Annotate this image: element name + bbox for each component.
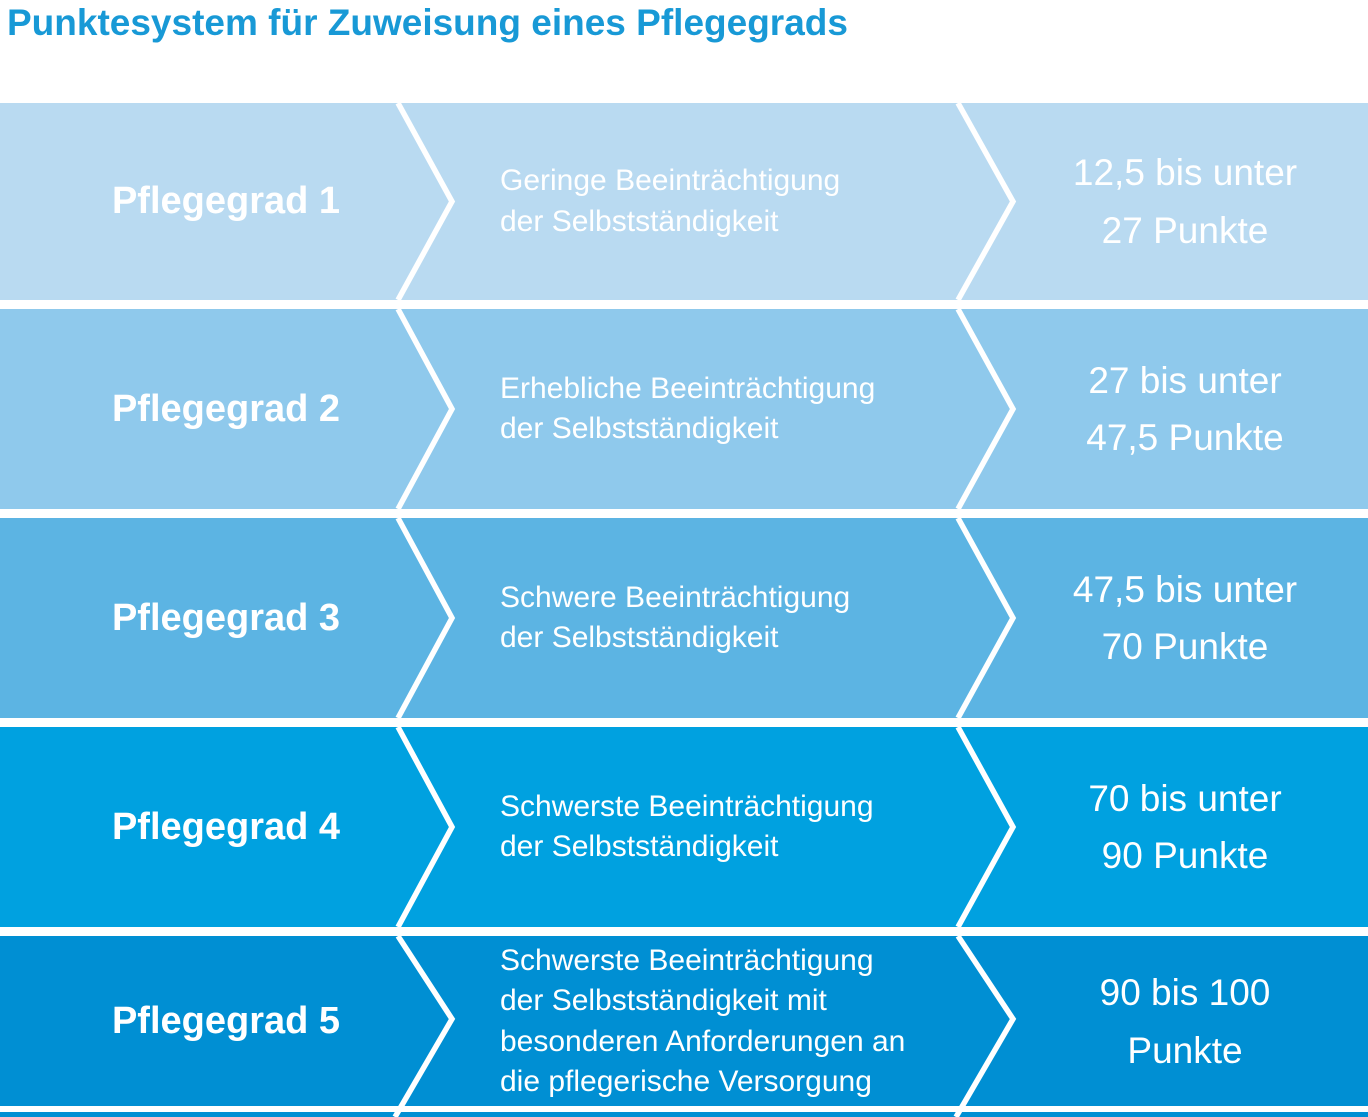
points-column: 70 bis unter 90 Punkte	[1005, 727, 1365, 927]
grade-column: Pflegegrad 4	[0, 727, 452, 927]
points-column: 90 bis 100 Punkte	[1005, 936, 1365, 1117]
description-column: Schwerste Beeinträchtigung der Selbststä…	[500, 936, 970, 1117]
pflegegrad-band-2: Pflegegrad 2 Erhebliche Beeinträchtigung…	[0, 309, 1368, 509]
points-range: 12,5 bis unter 27 Punkte	[1072, 152, 1298, 251]
points-range: 27 bis unter 47,5 Punkte	[1086, 359, 1284, 458]
pflegegrad-band-5: Pflegegrad 5 Schwerste Beeinträchtigung …	[0, 936, 1368, 1117]
grade-column: Pflegegrad 5	[0, 936, 452, 1117]
chevron-divider-icon	[395, 309, 1017, 509]
description-column: Schwerste Beeinträchtigung der Selbststä…	[500, 727, 970, 927]
chevron-divider-icon	[395, 518, 1017, 718]
points-column: 12,5 bis unter 27 Punkte	[1005, 103, 1365, 300]
points-column: 27 bis unter 47,5 Punkte	[1005, 309, 1365, 509]
page-title: Punktesystem für Zuweisung eines Pflegeg…	[7, 2, 848, 43]
points-range: 70 bis unter 90 Punkte	[1088, 777, 1282, 876]
chevron-divider-icon	[395, 727, 1017, 927]
description-column: Schwere Beeinträchtigung der Selbstständ…	[500, 518, 970, 718]
grade-label: Pflegegrad 2	[111, 387, 341, 430]
grade-label: Pflegegrad 4	[111, 805, 341, 848]
impairment-description: Geringe Beeinträchtigung der Selbstständ…	[500, 164, 841, 238]
grade-label: Pflegegrad 5	[111, 1000, 341, 1042]
impairment-description: Schwerste Beeinträchtigung der Selbststä…	[500, 944, 906, 1098]
description-column: Erhebliche Beeinträchtigung der Selbstst…	[500, 309, 970, 509]
impairment-description: Schwere Beeinträchtigung der Selbstständ…	[500, 580, 851, 654]
pflegegrad-band-4: Pflegegrad 4 Schwerste Beeinträchtigung …	[0, 727, 1368, 927]
grade-label: Pflegegrad 1	[111, 180, 341, 222]
pflegegrad-bands: Pflegegrad 1 Geringe Beeinträchtigung de…	[0, 103, 1368, 1117]
impairment-description: Erhebliche Beeinträchtigung der Selbstst…	[500, 371, 876, 445]
description-column: Geringe Beeinträchtigung der Selbstständ…	[500, 103, 970, 300]
grade-label: Pflegegrad 3	[111, 596, 341, 639]
chevron-divider-icon	[392, 936, 1017, 1117]
bottom-border-line	[0, 1106, 1368, 1112]
grade-column: Pflegegrad 2	[0, 309, 452, 509]
grade-column: Pflegegrad 1	[0, 103, 452, 300]
points-range: 90 bis 100 Punkte	[1099, 972, 1271, 1071]
points-range: 47,5 bis unter 70 Punkte	[1072, 568, 1298, 667]
pflegegrad-band-1: Pflegegrad 1 Geringe Beeinträchtigung de…	[0, 103, 1368, 300]
points-column: 47,5 bis unter 70 Punkte	[1005, 518, 1365, 718]
pflegegrad-band-3: Pflegegrad 3 Schwere Beeinträchtigung de…	[0, 518, 1368, 718]
chevron-divider-icon	[395, 103, 1017, 300]
impairment-description: Schwerste Beeinträchtigung der Selbststä…	[500, 789, 874, 863]
grade-column: Pflegegrad 3	[0, 518, 452, 718]
